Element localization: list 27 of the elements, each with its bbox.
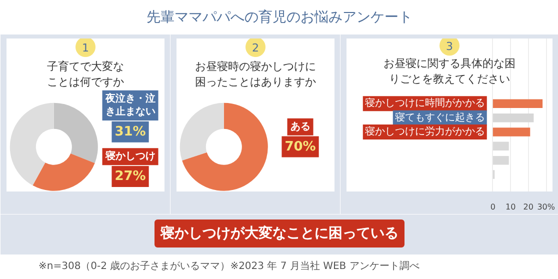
data-label: 27% [114,169,146,184]
bar [492,156,509,165]
x-tick-label: 10 [506,202,516,212]
x-tick-label: 30% [537,202,556,212]
bar [492,113,534,122]
text: 3 [446,40,453,54]
chart-title: 子育てで大変なことは何ですか [47,60,124,88]
y-tick-label: 寝かしつけに労力がかかる [364,126,485,138]
y-tick-label: 寝かしつけに時間がかかる [364,97,485,110]
text: 寝かしつけが大変なことに困っている [160,224,398,242]
y-tick-label: 寝てもすぐに起きる [394,111,485,124]
data-label: 31% [114,124,146,140]
slice-label: 寝かしつけ [104,150,156,162]
data-label: 70% [284,139,316,154]
x-tick-label: 20 [523,202,534,212]
bar [492,128,530,136]
text: 2 [252,42,259,54]
bar [492,99,543,108]
text: ※n=308（0-2 歳のお子さまがいるママ）※2023 年 7 月当社 WEB アンケート調べ [38,260,420,272]
text: 先輩ママパパへの育児のお悩みアンケート [146,8,412,26]
bar [492,142,509,151]
text: 1 [82,42,89,54]
slice-label: ある [290,121,310,132]
slice-label: 夜泣き・泣き止まない [104,92,156,118]
chart-title: お昼寝に関する具体的な困りごとを教えてください [384,56,516,86]
chart-title: お昼寝時の寝かしつけに困ったことはありますか [195,60,316,88]
x-tick-label: 0 [490,202,496,212]
